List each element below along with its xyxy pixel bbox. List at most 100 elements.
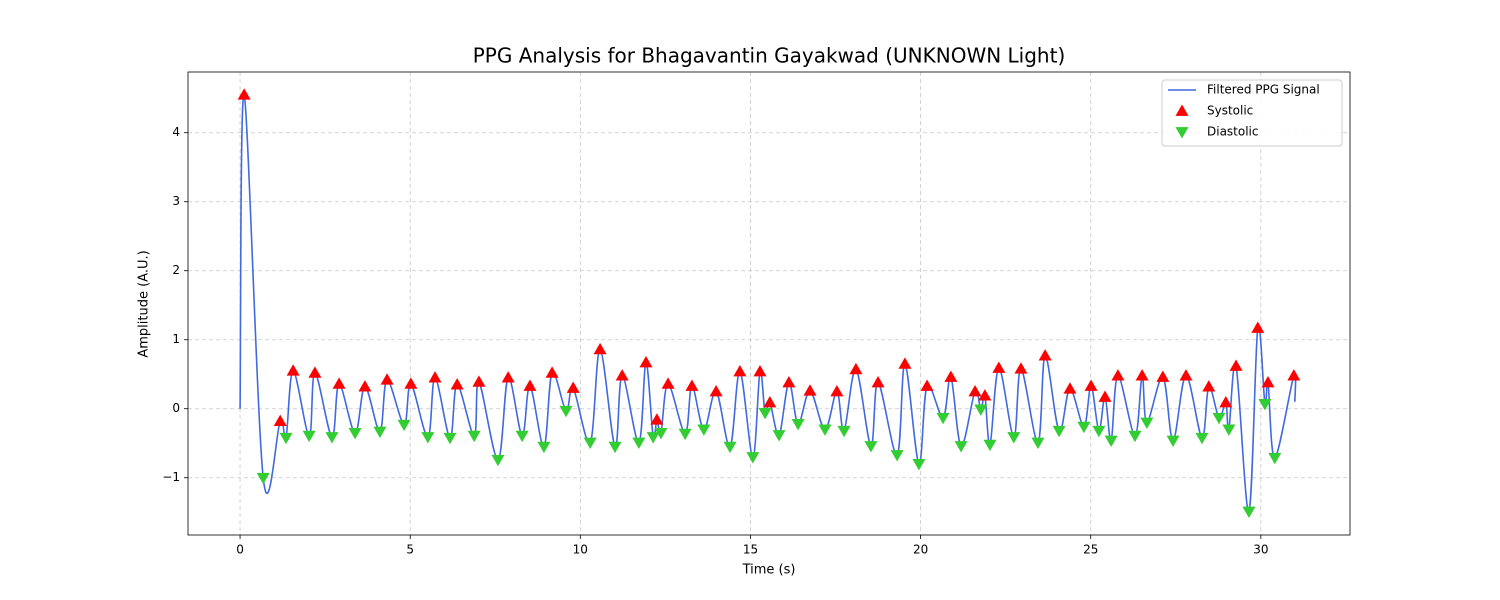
y-axis-label: Amplitude (A.U.) (137, 250, 152, 357)
x-axis-label: Time (s) (742, 563, 796, 578)
systolic-marker (1014, 362, 1028, 374)
diastolic-marker (1166, 435, 1180, 447)
systolic-marker (1038, 349, 1052, 361)
diastolic-marker (397, 419, 411, 432)
diastolic-marker (654, 428, 668, 440)
y-tick-label: 1 (172, 332, 180, 346)
x-tick-label: 10 (573, 543, 588, 557)
systolic-marker (1261, 376, 1275, 388)
diastolic-marker (890, 450, 904, 462)
y-tick-label: 3 (172, 194, 180, 208)
systolic-marker (358, 380, 372, 392)
diastolic-marker (1007, 432, 1021, 444)
systolic-marker (472, 375, 486, 387)
diastolic-marker (1222, 424, 1236, 436)
diastolic-marker (302, 430, 316, 443)
systolic-marker (898, 357, 912, 369)
diastolic-marker (646, 432, 660, 444)
y-tick-label: 0 (172, 401, 180, 415)
systolic-marker (992, 361, 1006, 373)
systolic-marker (615, 369, 629, 381)
diastolic-marker (559, 405, 573, 418)
diastolic-marker (1128, 430, 1142, 443)
systolic-marker (830, 384, 844, 397)
x-tick-label: 5 (406, 543, 414, 557)
systolic-marker (1229, 359, 1243, 371)
x-tick-label: 25 (1083, 543, 1098, 557)
diastolic-marker (279, 432, 293, 445)
diastolic-marker (954, 441, 968, 453)
diastolic-marker (758, 407, 772, 420)
diastolic-marker (467, 430, 481, 443)
systolic-marker (1202, 380, 1216, 392)
diastolic-marker (1212, 412, 1226, 425)
diastolic-marker (608, 441, 622, 454)
systolic-marker (380, 373, 394, 385)
diastolic-marker (1092, 425, 1106, 438)
systolic-marker (332, 377, 346, 389)
systolic-marker (803, 384, 817, 396)
systolic-marker (566, 381, 580, 393)
diastolic-marker (515, 430, 529, 443)
diastolic-marker (632, 437, 646, 450)
systolic-marker (782, 376, 796, 388)
systolic-marker (685, 379, 699, 391)
legend: Filtered PPG Signal Systolic Diastolic (1161, 79, 1343, 147)
legend-label: Filtered PPG Signal (1207, 83, 1320, 97)
x-tick-label: 20 (913, 543, 928, 557)
diastolic-marker (583, 437, 597, 450)
diastolic-marker (443, 432, 457, 445)
diastolic-marker (1052, 425, 1066, 438)
systolic-marker (871, 376, 885, 388)
ticks: 0 5 10 15 20 25 30 −1 0 1 2 3 4 (162, 125, 1268, 556)
chart-title: PPG Analysis for Bhagavantin Gayakwad (U… (473, 44, 1066, 68)
signal-line (239, 93, 1297, 513)
systolic-marker (308, 366, 322, 378)
systolic-marker (920, 379, 934, 391)
legend-label: Diastolic (1207, 125, 1259, 139)
systolic-marker (1084, 379, 1098, 391)
x-tick-label: 15 (743, 543, 758, 557)
diastolic-marker (791, 419, 805, 431)
diastolic-marker (348, 428, 362, 440)
diastolic-marker (912, 459, 926, 471)
diastolic-marker (837, 425, 851, 438)
systolic-marker (733, 364, 747, 377)
diastolic-marker (678, 428, 692, 441)
diastolic-marker (723, 441, 737, 454)
systolic-marker (1111, 369, 1125, 381)
systolic-marker (1098, 390, 1112, 402)
diastolic-marker (1268, 452, 1282, 465)
systolic-marker (650, 413, 664, 425)
plot-area (237, 88, 1301, 519)
diastolic-marker (1104, 435, 1118, 447)
systolic-marker (237, 88, 251, 100)
systolic-marker (1287, 369, 1301, 381)
systolic-marker (273, 414, 287, 427)
systolic-marker (428, 371, 442, 383)
diastolic-marker (772, 430, 786, 442)
systolic-marker (978, 389, 992, 401)
diastolic-marker (1140, 417, 1154, 430)
diastolic-marker (373, 426, 387, 438)
legend-box (1161, 79, 1343, 147)
diastolic-marker (864, 441, 878, 453)
systolic-marker (753, 364, 767, 377)
diastolic-marker (818, 424, 832, 436)
diastolic-marker (1258, 399, 1272, 411)
diastolic-marker (974, 404, 988, 416)
diastolic-marker (325, 432, 339, 444)
systolic-marker (1063, 382, 1077, 394)
diastolic-marker (1195, 432, 1209, 445)
systolic-marker (593, 342, 607, 355)
systolic-marker (849, 362, 863, 375)
systolic-marker (545, 366, 559, 378)
systolic-marker (968, 384, 982, 397)
systolic-marker (661, 377, 675, 389)
grid (188, 72, 1350, 535)
systolic-marker (763, 396, 777, 408)
diastolic-marker (1077, 421, 1091, 434)
x-tick-label: 30 (1253, 543, 1268, 557)
systolic-marker (523, 379, 537, 391)
axes-frame (187, 71, 1351, 536)
